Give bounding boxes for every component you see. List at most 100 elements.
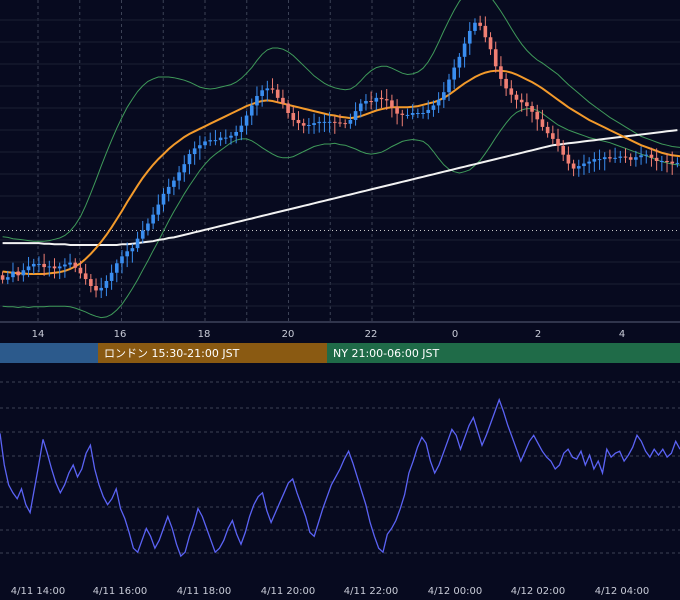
x-tick-label: 20 [282,329,295,340]
candle-body [68,262,72,265]
candle-body [281,97,285,104]
candle-body [312,123,316,126]
candle-body [172,180,176,187]
candle-body [239,125,244,132]
x-tick-label: 18 [198,329,211,340]
candle-body [504,78,508,89]
candle-body [592,159,597,162]
candle-body [83,273,88,280]
candle-body [426,109,431,114]
candle-body [488,37,493,50]
candle-body [187,154,192,165]
candle-body [649,154,654,158]
candle-body [317,121,322,124]
candle-body [0,275,5,280]
candle-body [545,126,550,134]
candle-body [26,266,31,271]
candle-body [348,119,353,124]
candle-body [353,111,358,120]
candle-body [130,248,135,252]
candle-body [327,121,332,123]
candle-body [249,105,254,116]
candle-body [57,266,62,269]
candle-body [21,270,26,276]
x-tick-label: 22 [365,329,378,340]
candle-body [566,154,571,164]
candle-body [431,105,436,110]
candle-body [307,125,311,127]
candle-body [52,266,57,269]
candle-body [478,22,482,26]
x-tick-label: 16 [114,329,127,340]
candle-body [332,121,337,123]
candle-body [16,271,20,276]
candle-body [608,157,612,159]
candle-body [218,137,223,141]
indicator-x-tick-label: 4/12 02:00 [511,586,565,597]
candle-body [462,43,467,57]
candle-body [395,107,399,114]
candle-body [473,22,477,31]
candle-body [390,100,394,108]
candle-body [416,113,420,115]
x-tick-label: 14 [32,329,45,340]
candle-body [639,155,643,158]
candle-body [384,99,389,101]
candle-body [275,89,280,98]
candle-body [613,157,617,159]
candle-body [571,163,576,169]
candle-body [296,119,301,124]
candle-body [551,133,555,139]
candle-body [364,101,368,104]
bollinger-upper-band [2,0,680,242]
candle-body [660,161,664,162]
candle-body [265,88,270,91]
indicator-x-tick-label: 4/11 14:00 [11,586,65,597]
candle-body [514,94,519,100]
candle-body [286,103,290,114]
candle-body [208,140,213,142]
candle-body [151,214,155,224]
candle-body [576,166,581,169]
candle-body [260,90,264,96]
candle-body [270,88,275,90]
candle-body [602,157,607,160]
candle-body [374,97,379,102]
candle-body [156,204,161,215]
candle-body [654,157,659,161]
candle-body [587,161,591,164]
candle-body [223,137,228,139]
candle-body [301,123,306,126]
candle-body [628,157,633,160]
candle-body [120,256,124,264]
candle-body [229,135,233,138]
candle-body [519,99,524,103]
candle-body [582,163,586,167]
candle-body [47,266,52,268]
candle-body [665,161,669,162]
indicator-x-tick-label: 4/11 20:00 [261,586,315,597]
x-tick-label: 2 [535,329,541,340]
candle-body [104,280,109,288]
moving-average-orange [2,69,680,275]
candle-body [358,103,363,112]
candle-body [535,111,540,120]
candle-body [410,113,415,115]
candle-body [436,99,441,106]
indicator-x-tick-label: 4/11 16:00 [93,586,147,597]
candle-body [11,271,15,278]
candle-body [597,159,602,161]
x-tick-label: 4 [619,329,625,340]
moving-average-white [2,129,678,246]
candle-body [556,138,560,146]
session-label: NY 21:00-06:00 JST [333,347,440,360]
candle-body [421,113,425,115]
candle-body [5,277,10,280]
indicator-x-tick-label: 4/11 18:00 [177,586,231,597]
candle-body [499,66,503,79]
indicator-x-tick-label: 4/12 00:00 [428,586,482,597]
candle-body [644,154,649,156]
candle-body [291,113,296,120]
candle-body [483,25,488,38]
candle-body [89,279,93,287]
